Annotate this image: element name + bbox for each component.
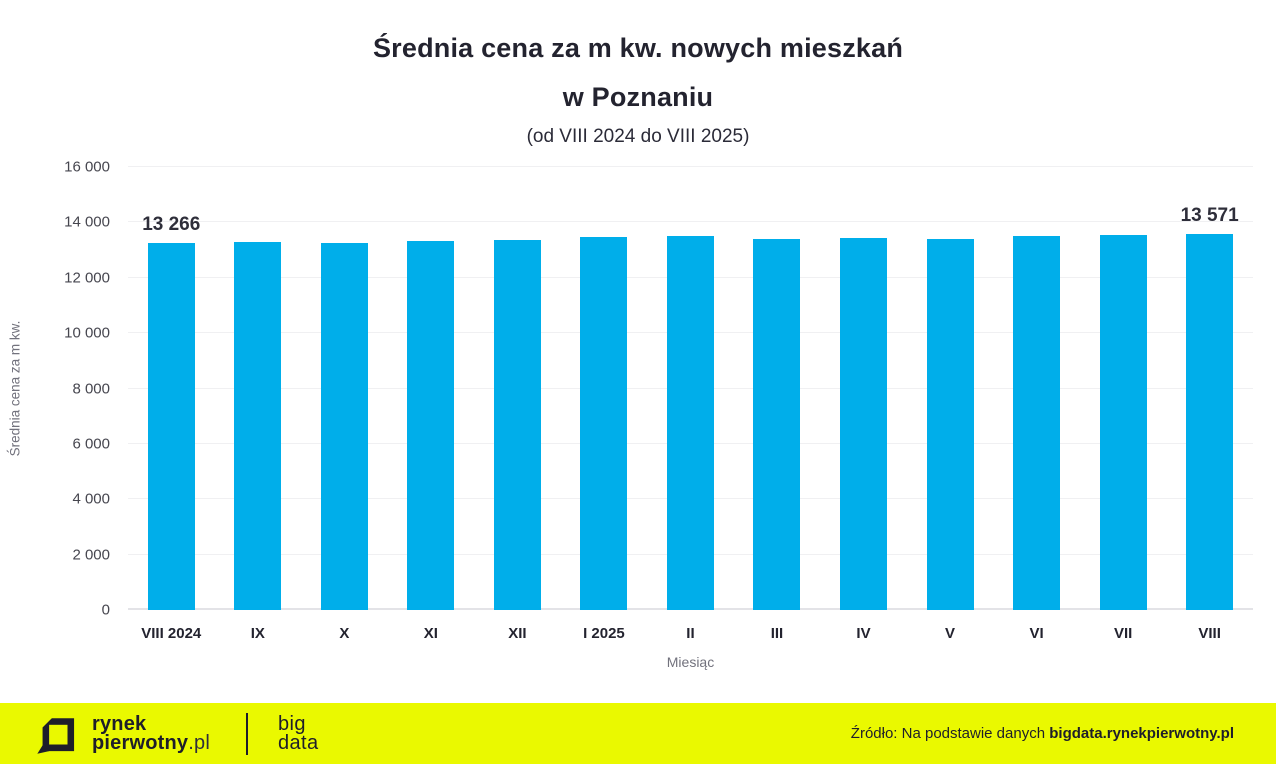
bar-value-label: 13 571 — [1180, 205, 1239, 227]
bar-slot — [474, 167, 561, 610]
chart-title-line1: Średnia cena za m kw. nowych mieszkań — [372, 33, 904, 63]
x-tick-label: VIII 2024 — [141, 625, 202, 642]
y-tick-label: 12 000 — [64, 269, 110, 287]
y-tick-label: 16 000 — [64, 158, 110, 176]
x-tick-label: IX — [250, 625, 265, 642]
x-tick-label: III — [770, 625, 784, 642]
y-tick-label: 2 000 — [72, 546, 110, 564]
y-tick-label: 10 000 — [64, 324, 110, 342]
bar — [1099, 234, 1147, 610]
y-tick-label: 0 — [101, 601, 110, 619]
bar — [666, 236, 714, 610]
x-tick-label: X — [339, 625, 350, 642]
bar-slot — [734, 167, 821, 610]
x-axis-title: Miesiąc — [666, 654, 715, 670]
bar-slot — [301, 167, 388, 610]
bar — [753, 239, 801, 610]
x-tick-label: VI — [1029, 625, 1044, 642]
x-tick-label: XI — [423, 625, 438, 642]
x-tick-label: V — [945, 625, 956, 642]
bar-value-label: 13 266 — [142, 213, 201, 235]
plot-area: 13 266 13 571 — [128, 166, 1253, 610]
bar — [407, 240, 455, 610]
x-tick-label: IV — [856, 625, 871, 642]
x-tick-label: VIII — [1198, 625, 1221, 642]
source-link-text: bigdata.rynekpierwotny.pl — [1049, 725, 1234, 742]
brand-line1: rynek — [92, 712, 147, 735]
bar-slot: 13 266 — [128, 167, 215, 610]
brand-line2: pierwotny.pl — [92, 731, 210, 754]
x-tick-label: VII — [1113, 625, 1133, 642]
brand-suffix: .pl — [188, 731, 210, 754]
x-tick-label: XII — [508, 625, 527, 642]
bar — [926, 238, 974, 610]
bar-slot — [215, 167, 302, 610]
bar-slot — [388, 167, 475, 610]
y-tick-label: 4 000 — [72, 490, 110, 508]
bar-slot — [820, 167, 907, 610]
logo-divider — [246, 712, 248, 755]
chart-subtitle: (od VIII 2024 do VIII 2025) — [526, 126, 750, 147]
bar-slot — [647, 167, 734, 610]
rynekpierwotny-cube-icon — [37, 713, 75, 754]
gridline — [128, 221, 1253, 223]
y-tick-label: 14 000 — [64, 213, 110, 231]
y-axis-labels: 0 2 000 4 000 6 000 8 000 10 000 12 000 14 000 1… — [0, 159, 110, 619]
brand-wordmark: rynek pierwotny.pl — [92, 712, 210, 754]
bar — [320, 242, 368, 610]
bar-series: 13 266 13 571 — [128, 167, 1253, 610]
x-tick-label: I 2025 — [583, 625, 625, 642]
bar — [493, 239, 541, 610]
bar — [580, 237, 628, 610]
brand-logo: rynek pierwotny.pl big data — [36, 712, 319, 755]
bar-slot — [907, 167, 994, 610]
bigdata-wordmark: big data — [278, 712, 319, 754]
bar: 13 266 — [142, 214, 200, 610]
bar-slot: 13 571 — [1166, 167, 1253, 610]
bar — [234, 241, 282, 610]
y-tick-label: 6 000 — [72, 435, 110, 453]
bar-slot — [1080, 167, 1167, 610]
chart-title-line2: w Poznaniu — [562, 82, 714, 112]
y-tick-label: 8 000 — [72, 380, 110, 397]
source-prefix: Źródło: Na podstawie danych — [850, 725, 1050, 742]
bar: 13 571 — [1181, 205, 1239, 610]
bar-slot — [993, 167, 1080, 610]
bar — [1013, 235, 1061, 610]
x-axis-labels: VIII 2024 IX X XI XII I 2025 II III IV V VI VII VIII — [128, 625, 1253, 642]
bigdata-line2: data — [278, 731, 319, 754]
chart-header: Średnia cena za m kw. nowych mieszkań w … — [0, 24, 1276, 148]
x-tick-label: II — [686, 625, 695, 642]
bigdata-line1: big — [278, 712, 306, 735]
source-note: Źródło: Na podstawie danych bigdata.ryne… — [851, 725, 1234, 742]
bar — [840, 238, 888, 610]
footer-bar: rynek pierwotny.pl big data Źródło: Na p… — [0, 703, 1276, 764]
gridline — [128, 166, 1253, 167]
bar-slot — [561, 167, 648, 610]
